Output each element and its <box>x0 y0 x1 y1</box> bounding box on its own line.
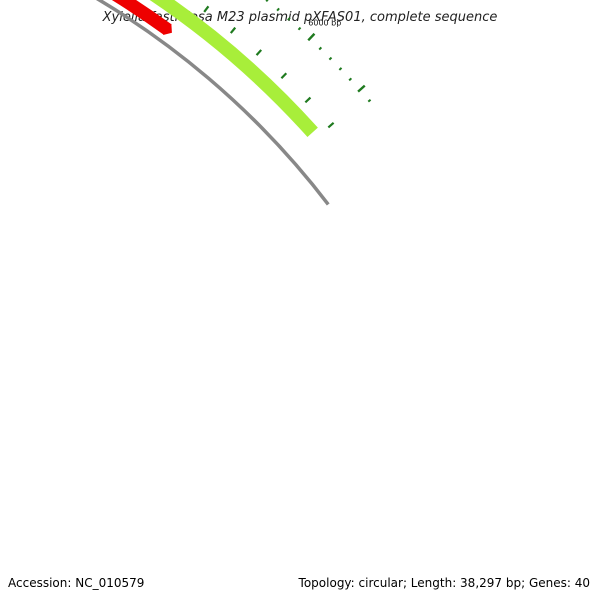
outer-tick <box>203 5 210 13</box>
minor-ticks <box>265 0 372 103</box>
minor-tick <box>348 77 353 82</box>
outer-tick <box>304 96 312 104</box>
minor-tick <box>276 7 280 12</box>
topology-summary: Topology: circular; Length: 38,297 bp; G… <box>298 576 590 590</box>
major-tick <box>307 32 316 42</box>
minor-tick <box>328 56 333 61</box>
backbone-arc <box>95 0 330 206</box>
minor-tick <box>338 67 343 71</box>
tick-labels: 3000 bp3500 bp4000 bp4500 bp5000 bp5500 … <box>308 18 341 27</box>
outer-tick <box>280 72 288 80</box>
minor-tick <box>287 17 291 21</box>
plasmid-backbone <box>95 0 330 206</box>
gene-arrow-head <box>163 23 172 35</box>
minor-tick <box>367 98 372 103</box>
forward-feature <box>149 0 318 138</box>
minor-tick <box>265 0 269 3</box>
forward-strand-track <box>149 0 318 138</box>
minor-tick <box>297 26 302 31</box>
tick-label: 6000 bp <box>308 18 341 27</box>
minor-tick <box>318 46 323 51</box>
accession-label: Accession: NC_010579 <box>8 576 145 590</box>
major-ticks <box>203 5 366 129</box>
outer-tick <box>327 121 335 129</box>
gene-arrow-body <box>111 0 172 35</box>
reverse-strand-track <box>111 0 172 35</box>
outer-tick <box>255 49 263 56</box>
outer-tick <box>229 26 237 34</box>
major-tick <box>357 84 366 93</box>
